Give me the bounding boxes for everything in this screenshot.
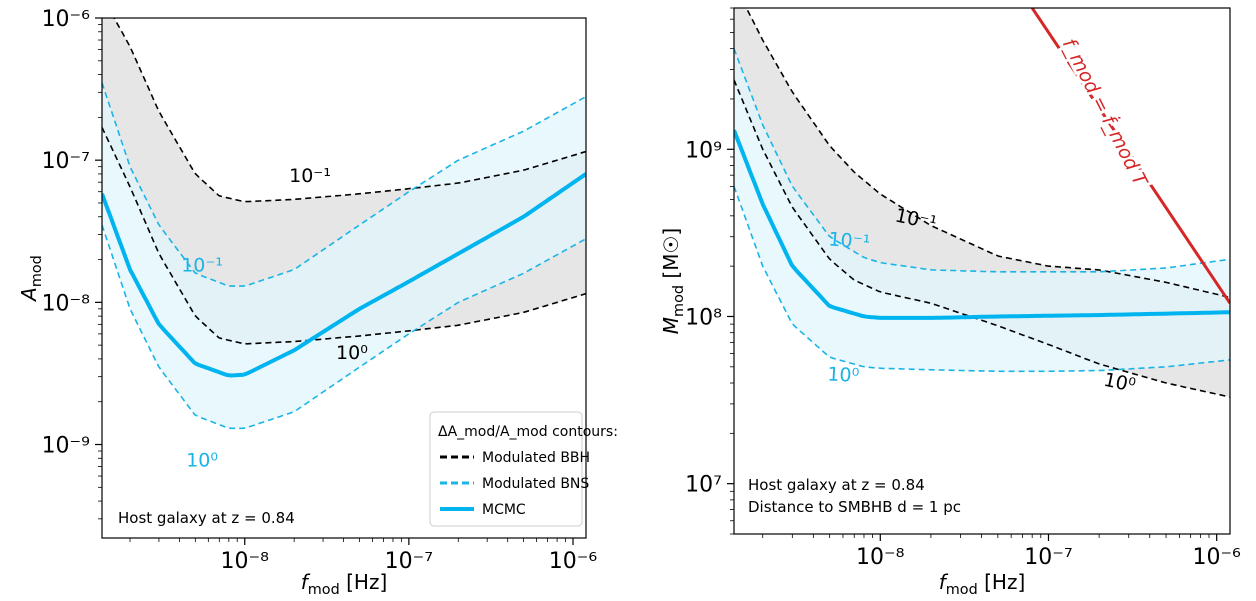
legend-title: ΔA_mod/A_mod contours: [438,424,618,440]
x-axis-label: fmod [Hz] [301,570,388,598]
x-tick-label: 10⁻⁸ [221,549,270,574]
x-axis-label: fmod [Hz] [939,570,1026,598]
legend-box [429,411,583,527]
axes-frame [101,17,587,539]
series-line-0 [745,8,1230,299]
left-chart: 10⁻¹ 10⁰ 10⁻¹ 10⁰ 10⁻⁸ 10⁻⁷ 10⁻⁶ 10⁻⁹ 10⁻⁸ 10⁻⁷ 10… [17,7,618,598]
band-bns [102,82,586,429]
annotation-text: Host galaxy at z = 0.84 [118,509,295,527]
axes-frame [733,7,1231,535]
annotation-text: Distance to SMBHB d = 1 pc [748,498,961,516]
x-tick-label: 10⁻⁶ [1192,545,1241,570]
legend: ΔA_mod/A_mod contours: Modulated BBH Modul… [429,411,618,527]
series-line-3 [102,224,586,430]
y-tick-label: 10⁸ [685,305,722,330]
y-tick-label: 10⁻⁸ [42,291,91,316]
y-axis-label: Amod [17,255,45,303]
series-line-1 [102,127,586,345]
y-tick-label: 10⁷ [685,473,722,498]
x-tick-label: 10⁻⁶ [549,549,598,574]
contour-label-3: 10⁰ [186,450,218,472]
contour-label-4: f_mod = ḟ_mod T [1058,34,1154,191]
contour-label-2: 10⁻¹ [828,228,872,254]
contour-label-0: 10⁻¹ [289,165,331,187]
series-line-2 [734,48,1230,273]
series-line-4 [734,129,1230,320]
y-tick-label: 10⁻⁹ [42,434,90,459]
y-tick-label: 10⁻⁶ [42,7,91,32]
series-line-1 [734,79,1230,398]
contour-label-2: 10⁻¹ [181,254,223,276]
x-tick-label: 10⁻⁷ [1024,545,1072,570]
y-tick-label: 10⁻⁷ [42,149,90,174]
x-tick-label: 10⁻⁷ [385,549,433,574]
x-tick-label: 10⁻⁸ [856,545,905,570]
legend-label: Modulated BBH [482,450,590,466]
series-line-5 [1030,8,1230,305]
series-line-0 [113,18,586,203]
band-bns [734,48,1230,372]
contour-label-3: 10⁰ [827,363,860,387]
y-axis-label: Mmod [M☉] [659,228,687,334]
legend-label: Modulated BNS [482,476,589,492]
y-tick-label: 10⁹ [685,138,722,163]
series-line-2 [102,82,586,287]
series-line-4 [102,172,586,378]
legend-label: MCMC [482,502,526,518]
series-line-3 [734,186,1230,373]
contour-label-1: 10⁰ [336,342,368,364]
annotation-text: Host galaxy at z = 0.84 [748,476,925,494]
